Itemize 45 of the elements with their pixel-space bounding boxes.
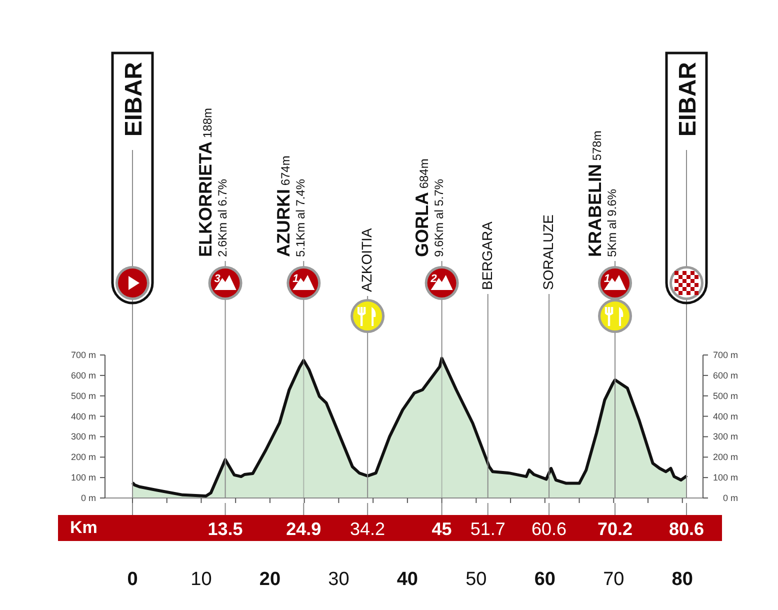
y2-tick-label: 700 m: [712, 350, 738, 360]
y2-tick-label: 0 m: [722, 493, 738, 503]
y-tick-label: 0 m: [80, 493, 96, 503]
y2-tick-label: 300 m: [712, 432, 738, 442]
y2-tick-label: 500 m: [712, 390, 738, 401]
y2-tick-label: 600 m: [712, 370, 738, 380]
annotation: 2: [430, 273, 437, 285]
x-axis-title: Km: [70, 518, 98, 538]
annotation: 80.6: [668, 519, 704, 539]
annotation: 13.5: [208, 519, 243, 539]
annotation: 60.6: [532, 519, 567, 539]
y-tick-label: 700 m: [70, 350, 96, 360]
y-tick-label: 300 m: [70, 432, 96, 442]
y-tick-label: 200 m: [70, 452, 96, 462]
y-tick-label: 500 m: [70, 390, 96, 401]
text: ELKORRIETA 188m 2.6Km al 6.7%: [195, 108, 230, 257]
x-tick-label: 80: [672, 569, 693, 590]
ref-line-label: AZKOITIA: [358, 228, 375, 292]
y-tick-label: 400 m: [70, 411, 96, 422]
y2-tick-label: 400 m: [712, 411, 738, 422]
text: 1: [604, 273, 610, 285]
text: 3: [214, 273, 220, 285]
annotation: 51.7: [470, 519, 506, 539]
x-tick-label: 10: [190, 569, 212, 590]
y-tick-label: 100 m: [70, 472, 96, 483]
y2-tick-label: 200 m: [712, 452, 738, 462]
x-tick-label: 20: [259, 569, 281, 590]
ref-line-label: BERGARA: [478, 220, 495, 290]
x-tick-label: 70: [603, 569, 624, 590]
ref-line-label: SORALUZE: [540, 214, 556, 290]
y2-tick-label: 100 m: [712, 472, 738, 483]
x-tick-label: 50: [466, 569, 487, 590]
x-tick-label: 60: [534, 569, 556, 590]
annotation: 70.2: [597, 519, 633, 539]
annotation: 45: [432, 519, 452, 539]
ref-line-label: EIBAR: [674, 62, 702, 137]
annotation: 34.2: [350, 519, 386, 539]
y-tick-label: 600 m: [70, 370, 96, 380]
text: KRABELIN 578m 5Km al 9.6%: [585, 130, 620, 257]
x-tick-label: 0: [127, 569, 138, 590]
annotation: 1: [292, 273, 299, 285]
ref-line-label: EIBAR: [120, 62, 148, 137]
annotation: 24.9: [286, 519, 322, 539]
x-tick-label: 40: [396, 569, 418, 590]
x-tick-label: 30: [328, 569, 350, 590]
